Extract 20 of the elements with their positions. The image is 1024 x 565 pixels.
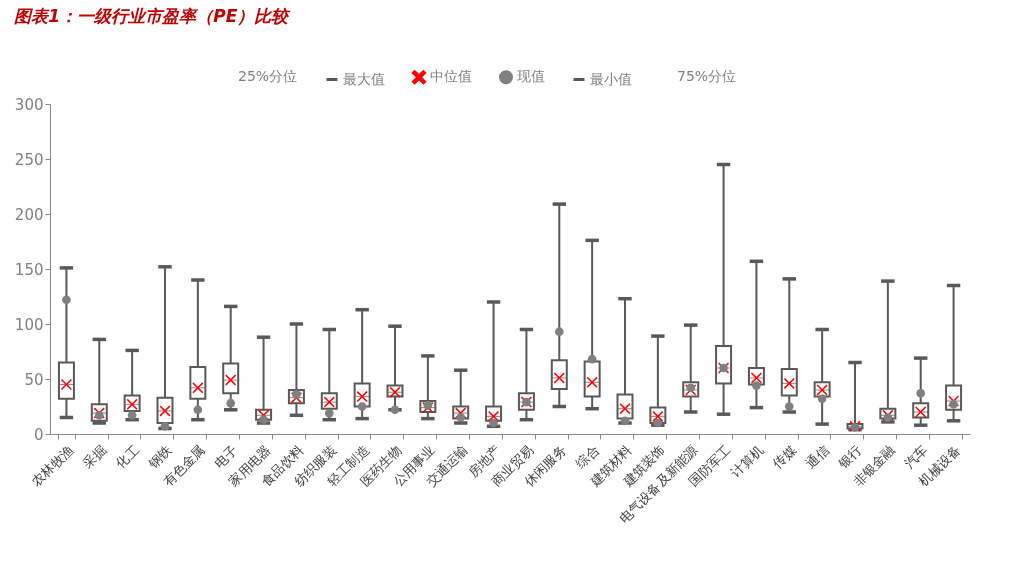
legend-label: 现值 (517, 68, 545, 85)
x-tick-label: 钢铁 (144, 442, 175, 472)
y-tick-label: 200 (14, 205, 44, 224)
y-tick-label: 100 (14, 315, 44, 334)
y-tick-label: 250 (14, 150, 44, 169)
y-tick-label: 300 (14, 95, 44, 114)
y-tick-label: 50 (24, 370, 44, 389)
chart-title: 图表1：一级行业市盈率（PE）比较 (14, 6, 292, 26)
text: 25%分位 (238, 68, 298, 85)
x-tick-label: 化工 (112, 442, 142, 472)
x-tick-label: 农林牧渔 (28, 442, 77, 490)
text: 最大值 (343, 70, 385, 87)
y-tick-label: 150 (14, 260, 44, 279)
text: 75%分位 (677, 68, 737, 85)
y-tick-label: 0 (33, 425, 44, 444)
x-tick-label: 传媒 (769, 442, 799, 472)
text: 最小值 (590, 70, 632, 87)
x-tick-label: 采掘 (79, 442, 109, 472)
x-tick-label: 通信 (802, 442, 832, 472)
legend-label: 中位值 (430, 68, 472, 85)
